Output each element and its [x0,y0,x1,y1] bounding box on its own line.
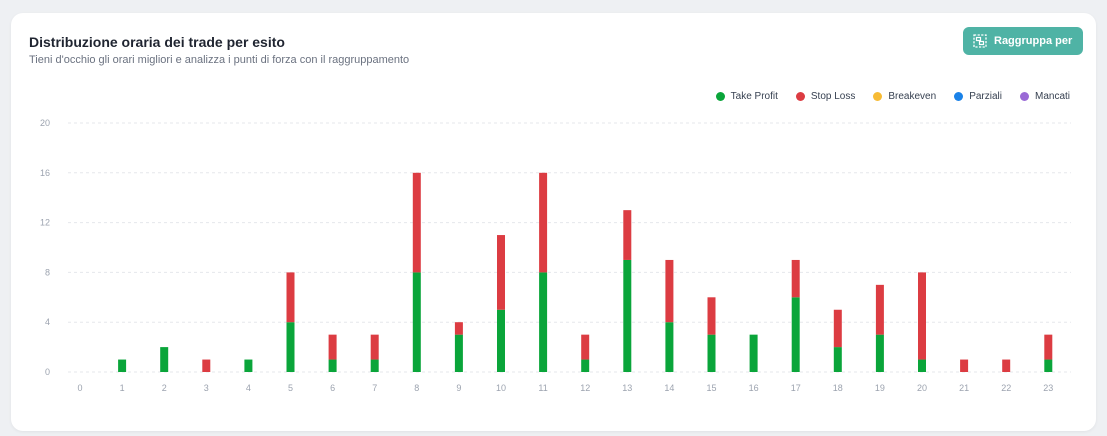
x-tick-label-6: 6 [330,383,335,393]
bar-stop-loss-hour-8 [412,172,421,273]
y-tick-label-20: 20 [40,118,50,128]
bar-stop-loss-hour-17 [791,259,800,298]
x-tick-label-2: 2 [162,383,167,393]
y-tick-label-16: 16 [40,168,50,178]
x-tick-label-23: 23 [1043,383,1053,393]
bar-stop-loss-hour-5 [286,272,295,323]
bar-stop-loss-hour-19 [875,284,884,335]
x-tick-label-20: 20 [917,383,927,393]
bar-take-profit-hour-23 [1044,359,1053,372]
x-tick-label-17: 17 [791,383,801,393]
bar-stop-loss-hour-20 [918,272,926,360]
x-tick-label-4: 4 [246,383,251,393]
legend-item-breakeven[interactable]: Breakeven [873,91,936,102]
bar-take-profit-hour-1 [118,359,127,372]
x-tick-label-9: 9 [456,383,461,393]
chart-subtitle: Tieni d'occhio gli orari migliori e anal… [29,54,410,66]
bar-take-profit-hour-5 [286,322,295,372]
group-by-button-label: Raggruppa per [994,35,1073,47]
bar-stop-loss-hour-11 [539,172,548,273]
bar-take-profit-hour-4 [244,359,253,372]
bar-take-profit-hour-14 [665,322,674,372]
y-tick-label-4: 4 [45,317,50,327]
chart-title: Distribuzione oraria dei trade per esito [29,34,285,50]
legend-dot-parziali [954,92,964,101]
bar-take-profit-hour-15 [707,334,716,372]
x-tick-label-5: 5 [288,383,293,393]
bar-stop-loss-hour-13 [623,210,632,260]
bar-take-profit-hour-19 [875,334,884,372]
x-tick-label-16: 16 [749,383,759,393]
legend-dot-mancati [1019,92,1029,101]
bar-take-profit-hour-11 [539,272,548,372]
legend-dot-stop-loss [795,92,805,101]
bar-take-profit-hour-2 [160,347,169,372]
x-tick-label-11: 11 [538,383,547,393]
legend-dot-take-profit [715,92,725,101]
y-tick-label-0: 0 [45,367,50,377]
chart-card: Distribuzione oraria dei trade per esito… [11,13,1096,431]
legend-item-mancati[interactable]: Mancati [1019,91,1070,102]
legend-label-take-profit: Take Profit [730,91,778,102]
bar-take-profit-hour-18 [833,347,842,372]
x-tick-label-0: 0 [77,383,82,393]
x-tick-label-13: 13 [622,383,632,393]
bar-stop-loss-hour-23 [1044,334,1053,360]
x-tick-label-19: 19 [875,383,885,393]
bar-stop-loss-hour-3 [202,359,211,372]
bar-stop-loss-hour-6 [328,334,337,360]
group-icon [973,34,987,48]
bar-stop-loss-hour-9 [454,322,463,335]
bar-take-profit-hour-9 [454,334,463,372]
bar-stop-loss-hour-10 [497,235,505,310]
y-tick-label-8: 8 [45,267,50,277]
x-tick-label-12: 12 [580,383,590,393]
bar-take-profit-hour-8 [412,272,421,372]
legend-label-mancati: Mancati [1034,91,1070,102]
bar-take-profit-hour-17 [791,297,800,372]
y-tick-label-12: 12 [40,218,50,228]
bar-take-profit-hour-10 [497,309,505,372]
legend-label-parziali: Parziali [969,91,1002,102]
bar-stop-loss-hour-7 [370,334,379,360]
bar-take-profit-hour-6 [328,359,337,372]
bar-take-profit-hour-16 [749,334,758,372]
group-by-button[interactable]: Raggruppa per [963,27,1083,55]
x-tick-label-3: 3 [204,383,209,393]
x-tick-label-15: 15 [706,383,716,393]
bar-take-profit-hour-12 [581,359,590,372]
bar-stop-loss-hour-14 [665,259,674,323]
bar-take-profit-hour-7 [370,359,379,372]
legend-label-stop-loss: Stop Loss [810,91,856,102]
bar-take-profit-hour-20 [918,359,926,372]
bar-stop-loss-hour-18 [833,309,842,348]
bar-stop-loss-hour-21 [960,359,969,372]
bar-stop-loss-hour-12 [581,334,590,360]
legend-item-parziali[interactable]: Parziali [954,91,1002,102]
legend-item-take-profit[interactable]: Take Profit [715,91,778,102]
legend-label-breakeven: Breakeven [888,91,937,102]
x-tick-label-18: 18 [833,383,843,393]
chart-legend: Take Profit Stop Loss Breakeven Parziali… [715,91,1070,102]
x-tick-label-8: 8 [414,383,419,393]
x-tick-label-7: 7 [372,383,377,393]
legend-item-stop-loss[interactable]: Stop Loss [795,91,856,102]
x-tick-label-1: 1 [120,383,125,393]
legend-dot-breakeven [873,92,883,101]
bar-take-profit-hour-13 [623,259,632,372]
x-tick-label-14: 14 [664,383,674,393]
x-tick-label-21: 21 [959,383,969,393]
bar-stop-loss-hour-15 [707,297,716,335]
x-tick-label-22: 22 [1001,383,1011,393]
x-tick-label-10: 10 [496,383,506,393]
bar-stop-loss-hour-22 [1002,359,1011,372]
